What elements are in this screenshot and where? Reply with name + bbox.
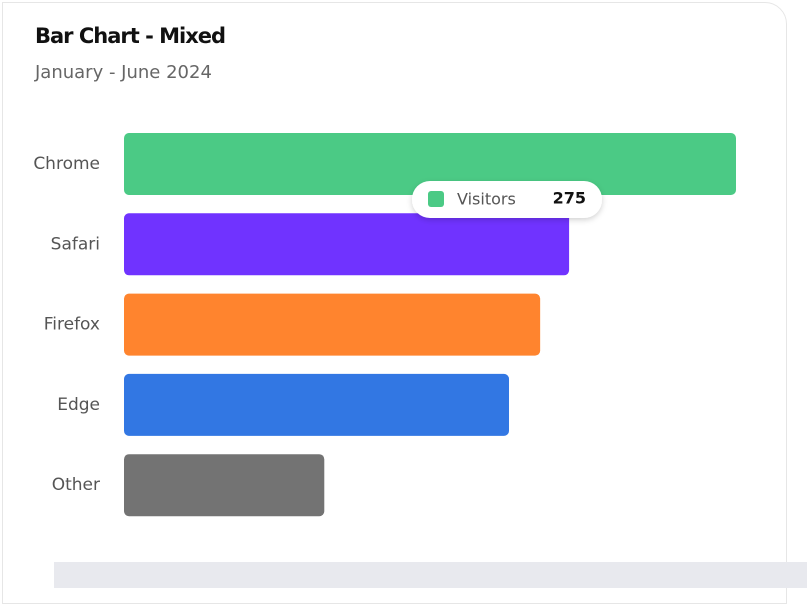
bars: Chrome Safari Firefox Edge Other	[33, 133, 736, 517]
y-tick-label: Edge	[57, 395, 100, 415]
y-tick-label: Safari	[51, 234, 100, 254]
tooltip: Visitors 275	[412, 181, 602, 218]
tooltip-swatch	[428, 191, 444, 207]
chart-subtitle: January - June 2024	[34, 62, 212, 83]
bar	[124, 133, 736, 195]
bar	[124, 373, 510, 436]
chart-title: Bar Chart - Mixed	[35, 24, 225, 48]
y-tick-label: Firefox	[44, 315, 100, 335]
tooltip-value: 275	[553, 189, 586, 208]
y-tick-label: Chrome	[33, 154, 100, 174]
chart: Bar Chart - Mixed January - June 2024 Ch…	[33, 24, 736, 517]
bar	[124, 454, 325, 517]
bar	[124, 293, 541, 356]
footer-bar	[54, 562, 807, 588]
bar	[124, 213, 570, 276]
tooltip-box	[412, 181, 602, 218]
tooltip-label: Visitors	[457, 190, 516, 209]
y-tick-label: Other	[52, 475, 100, 495]
